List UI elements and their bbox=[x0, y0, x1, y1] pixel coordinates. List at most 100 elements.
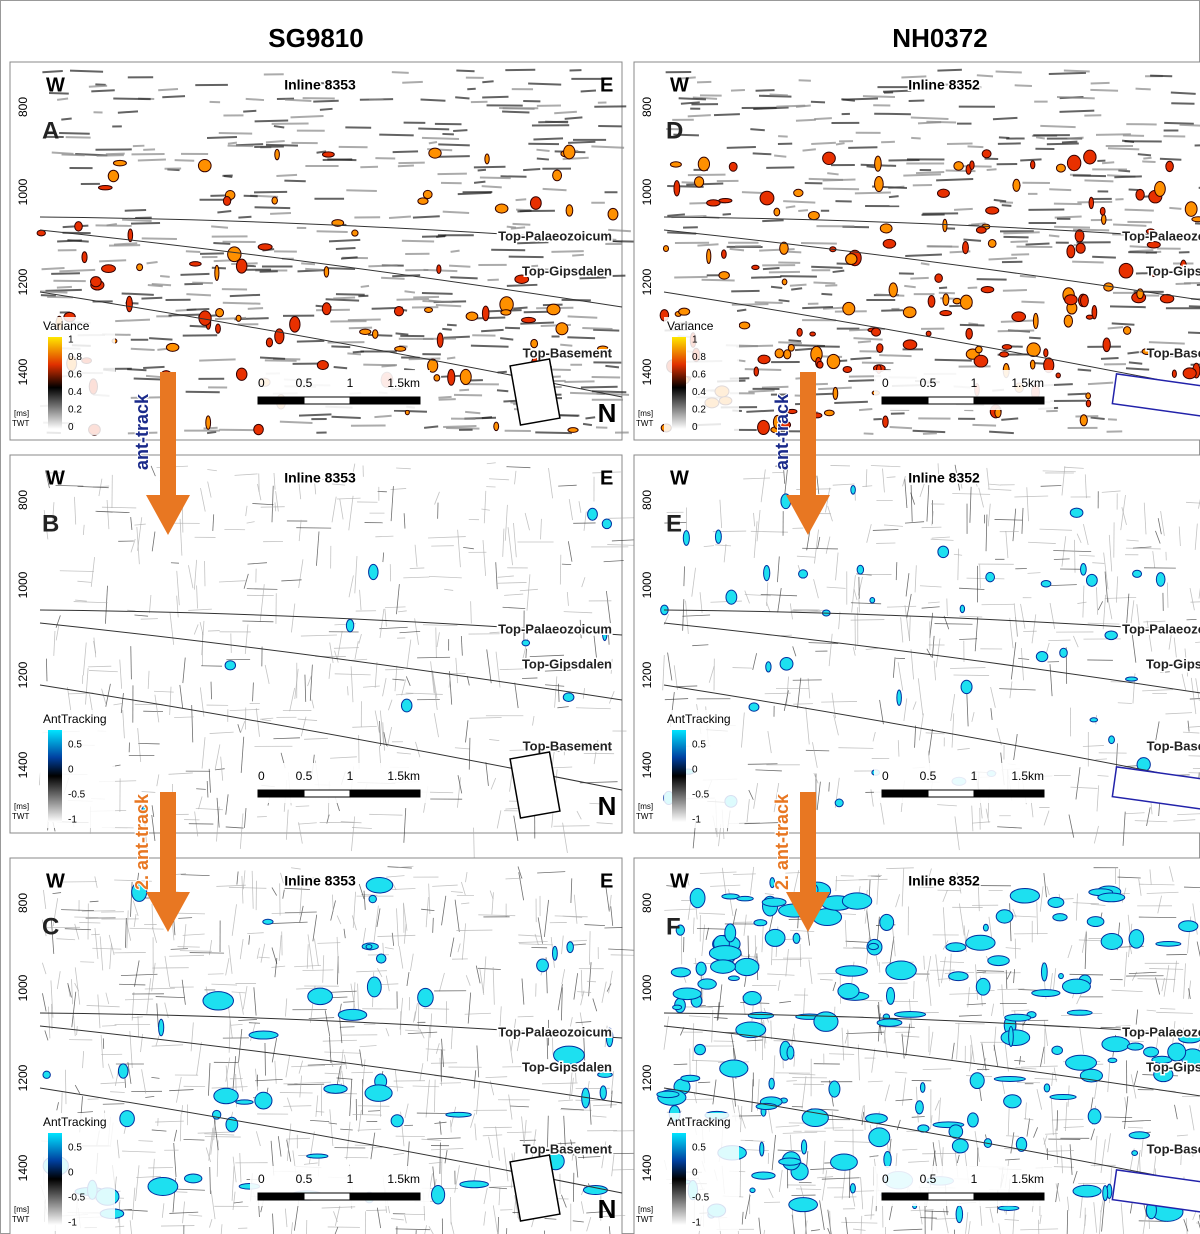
panel: Top-PalaeozoicumTop-GipsdalenTop-Basemen… bbox=[634, 858, 1200, 1234]
streak bbox=[1189, 306, 1200, 307]
blob bbox=[728, 976, 739, 981]
blob bbox=[966, 328, 972, 339]
streak bbox=[138, 160, 166, 161]
streak bbox=[918, 122, 941, 123]
blob bbox=[1084, 150, 1096, 164]
streak bbox=[436, 236, 446, 237]
streak bbox=[1149, 1217, 1150, 1229]
blob bbox=[346, 619, 353, 631]
streak bbox=[1114, 176, 1142, 177]
streak bbox=[91, 90, 114, 91]
streak bbox=[968, 146, 984, 147]
blob bbox=[952, 1139, 968, 1153]
streak bbox=[1090, 90, 1118, 91]
streak bbox=[803, 149, 816, 150]
blob bbox=[482, 306, 489, 321]
blob bbox=[75, 222, 83, 231]
blob bbox=[943, 294, 949, 306]
blob bbox=[920, 1083, 925, 1093]
colorbar-bar bbox=[48, 730, 62, 822]
blob bbox=[223, 197, 230, 206]
horizon-label: Top-Gipsdalen bbox=[1146, 1059, 1200, 1074]
scale-label: 0 bbox=[882, 376, 889, 390]
streak bbox=[1160, 159, 1181, 160]
streak bbox=[748, 764, 778, 765]
streak bbox=[70, 71, 103, 72]
blob bbox=[466, 312, 478, 320]
blob bbox=[883, 416, 889, 427]
scale-label: 1.5km bbox=[1011, 769, 1044, 783]
streak bbox=[1110, 306, 1146, 307]
streak bbox=[779, 300, 790, 301]
streak bbox=[581, 387, 618, 388]
streak bbox=[211, 226, 228, 227]
streak bbox=[180, 274, 209, 275]
streak bbox=[254, 146, 284, 147]
streak bbox=[1138, 154, 1151, 155]
scale-label: 1 bbox=[347, 769, 354, 783]
streak bbox=[762, 387, 788, 388]
streak bbox=[1118, 170, 1130, 171]
blob bbox=[722, 250, 727, 259]
depth-tick-label: 800 bbox=[640, 97, 654, 117]
blob bbox=[877, 344, 883, 353]
blob bbox=[657, 1091, 679, 1097]
blob bbox=[198, 160, 211, 172]
blob bbox=[366, 878, 393, 893]
blob bbox=[956, 1206, 963, 1223]
scale-segment bbox=[928, 790, 974, 797]
blob bbox=[102, 265, 116, 273]
streak bbox=[859, 409, 872, 410]
streak bbox=[535, 432, 572, 433]
colorbar-label: 0 bbox=[68, 422, 74, 433]
blob bbox=[707, 200, 721, 206]
scale-label: 0.5 bbox=[296, 1172, 313, 1186]
streak bbox=[392, 72, 409, 73]
scale-label: 0 bbox=[258, 376, 265, 390]
colorbar-title: Variance bbox=[667, 319, 714, 333]
blob bbox=[588, 508, 598, 520]
scale-bar: 00.511.5km bbox=[874, 763, 1054, 803]
blob bbox=[1103, 1186, 1108, 1201]
depth-tick-label: 1000 bbox=[16, 571, 30, 598]
streak bbox=[972, 425, 996, 426]
west-label: W bbox=[46, 870, 65, 892]
colorbar: AntTracking0.50-0.5-1 bbox=[664, 710, 739, 828]
streak bbox=[1059, 111, 1094, 112]
blob bbox=[263, 919, 273, 924]
blob bbox=[418, 988, 434, 1006]
streak bbox=[909, 101, 925, 102]
streak bbox=[679, 98, 706, 99]
streak bbox=[1126, 368, 1149, 369]
horizon-label: Top-Palaeozoicum bbox=[498, 1024, 612, 1039]
colorbar-title: AntTracking bbox=[667, 1115, 731, 1129]
blob bbox=[602, 519, 611, 529]
streak bbox=[1136, 89, 1151, 90]
streak bbox=[796, 105, 811, 106]
horizon-label: Top-Gipsdalen bbox=[1146, 263, 1200, 278]
scale-label: 0.5 bbox=[296, 376, 313, 390]
streak bbox=[811, 143, 836, 144]
blob bbox=[391, 1115, 403, 1127]
streak bbox=[265, 360, 297, 361]
blob bbox=[903, 340, 917, 350]
streak bbox=[266, 141, 285, 142]
horizon-label: Top-Basement bbox=[1147, 1141, 1200, 1156]
blob bbox=[988, 239, 996, 247]
blob bbox=[963, 242, 969, 254]
streak bbox=[879, 962, 880, 972]
depth-tick-label: 1000 bbox=[640, 974, 654, 1001]
streak bbox=[507, 285, 538, 286]
blob bbox=[1081, 295, 1089, 307]
streak bbox=[97, 155, 124, 156]
blob bbox=[737, 896, 754, 901]
blob bbox=[760, 1142, 764, 1156]
horizon-label: Top-Basement bbox=[523, 345, 613, 360]
streak bbox=[533, 138, 563, 139]
streak bbox=[585, 417, 595, 418]
blob bbox=[494, 422, 499, 431]
streak bbox=[811, 267, 842, 268]
blob bbox=[937, 189, 949, 197]
streak bbox=[923, 433, 937, 434]
streak bbox=[516, 199, 527, 200]
